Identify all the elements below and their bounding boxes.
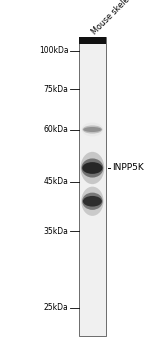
- Ellipse shape: [80, 152, 104, 184]
- Ellipse shape: [81, 187, 103, 216]
- Text: INPP5K: INPP5K: [112, 163, 144, 173]
- Bar: [79, 37, 106, 44]
- Ellipse shape: [83, 125, 102, 134]
- Text: 25kDa: 25kDa: [44, 303, 69, 313]
- Text: 35kDa: 35kDa: [44, 226, 69, 236]
- Text: 100kDa: 100kDa: [39, 46, 69, 55]
- Ellipse shape: [82, 193, 103, 210]
- Text: 45kDa: 45kDa: [44, 177, 69, 187]
- Ellipse shape: [83, 127, 102, 132]
- Bar: [79, 37, 106, 336]
- Ellipse shape: [81, 159, 103, 177]
- Ellipse shape: [82, 122, 103, 136]
- Text: Mouse skeletal muscle: Mouse skeletal muscle: [90, 0, 154, 37]
- Text: 75kDa: 75kDa: [44, 85, 69, 94]
- Ellipse shape: [83, 196, 102, 206]
- Ellipse shape: [82, 162, 103, 174]
- Text: 60kDa: 60kDa: [44, 125, 69, 134]
